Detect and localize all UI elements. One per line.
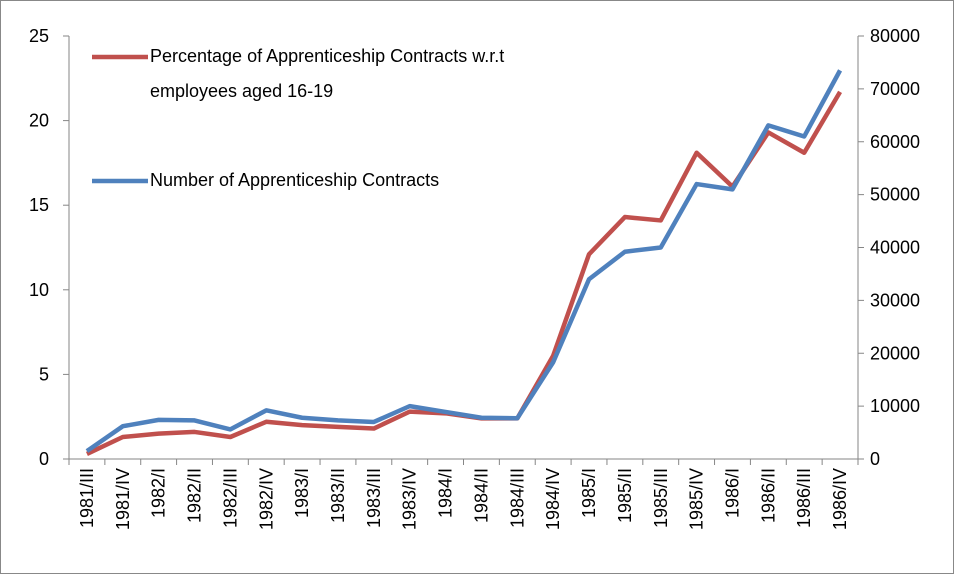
x-tick-label: 1986/III [794,468,814,528]
y2-tick-label: 20000 [870,343,920,363]
x-tick-label: 1986/II [758,468,778,523]
y2-tick-label: 60000 [870,132,920,152]
x-tick-label: 1986/I [722,468,742,518]
y-tick-label: 25 [29,26,49,46]
y2-tick-label: 80000 [870,26,920,46]
x-tick-label: 1985/I [579,468,599,518]
x-tick-label: 1983/III [364,468,384,528]
x-tick-label: 1984/III [507,468,527,528]
x-tick-label: 1984/I [436,468,456,518]
y2-tick-label: 10000 [870,396,920,416]
x-tick-label: 1983/II [328,468,348,523]
y2-tick-label: 70000 [870,79,920,99]
y-tick-label: 15 [29,195,49,215]
y2-tick-label: 50000 [870,185,920,205]
x-tick-label: 1984/II [471,468,491,523]
x-tick-label: 1981/IV [113,468,133,530]
x-tick-label: 1985/III [651,468,671,528]
y2-tick-label: 30000 [870,290,920,310]
y-tick-label: 20 [29,111,49,131]
y2-tick-label: 0 [870,449,880,469]
y2-tick-label: 40000 [870,238,920,258]
x-tick-label: 1986/IV [830,468,850,530]
x-tick-label: 1985/IV [687,468,707,530]
legend-label: Percentage of Apprenticeship Contracts w… [150,46,505,101]
x-tick-label: 1984/IV [543,468,563,530]
x-tick-label: 1981/III [77,468,97,528]
y-tick-label: 0 [39,449,49,469]
data-line [85,69,843,453]
x-tick-label: 1982/II [185,468,205,523]
y-tick-label: 5 [39,364,49,384]
x-tick-label: 1982/III [220,468,240,528]
legend-label: Number of Apprenticeship Contracts [150,170,440,190]
x-tick-label: 1983/IV [400,468,420,530]
x-tick-label: 1982/I [149,468,169,518]
x-tick-label: 1985/II [615,468,635,523]
x-tick-label: 1982/IV [256,468,276,530]
x-tick-label: 1983/I [292,468,312,518]
y-tick-label: 10 [29,280,49,300]
